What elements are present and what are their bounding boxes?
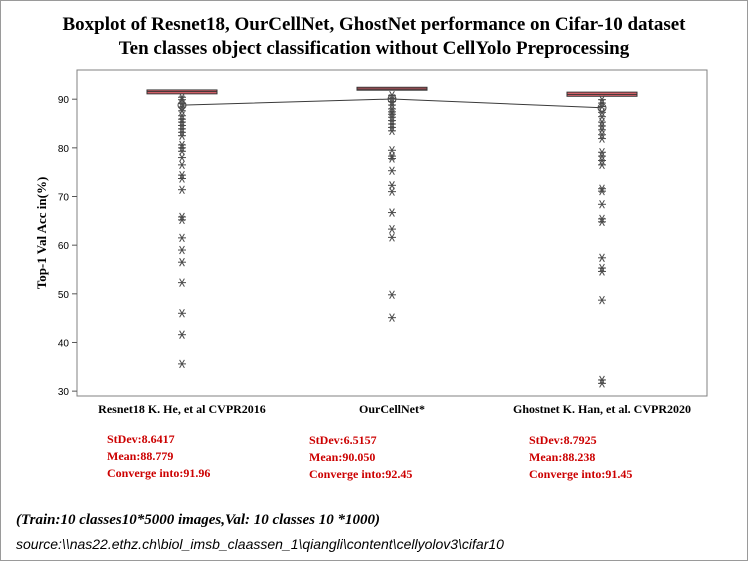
outlier-point <box>598 134 606 143</box>
x-tick-label: Resnet18 K. He, et al CVPR2016 <box>98 402 266 416</box>
outlier-point <box>178 128 186 137</box>
outlier-point <box>388 181 396 190</box>
y-tick-label: 60 <box>58 241 70 252</box>
plot-area <box>76 69 708 397</box>
y-axis-label: Top-1 Val Acc in(%) <box>34 177 49 290</box>
outlier-point <box>388 146 396 155</box>
outlier-point <box>178 160 186 170</box>
outlier-point <box>598 156 606 165</box>
outlier-point <box>178 215 186 225</box>
outlier-point <box>388 116 396 125</box>
stdev-label: StDev:8.7925 <box>529 433 597 447</box>
mean-marker <box>177 100 187 110</box>
outlier-point <box>598 108 606 117</box>
outlier-point <box>178 146 186 156</box>
outlier-point <box>598 295 606 305</box>
outlier-point <box>388 112 396 122</box>
outlier-point <box>388 208 396 217</box>
outlier-point <box>388 233 396 242</box>
outlier-point <box>178 99 186 108</box>
outlier-point <box>598 186 606 196</box>
outlier-point <box>598 130 606 139</box>
outlier-point <box>388 290 396 300</box>
outlier-point <box>598 200 606 209</box>
source-path: source:\\nas22.ethz.ch\biol_imsb_claasse… <box>16 536 504 552</box>
converge-label: Converge into:92.45 <box>309 467 413 481</box>
train-note: (Train:10 classes10*5000 images,Val: 10 … <box>16 512 381 528</box>
y-tick-label: 50 <box>58 290 70 301</box>
stdev-label: StDev:6.5157 <box>309 433 377 447</box>
y-tick-label: 90 <box>58 95 70 106</box>
outlier-point <box>178 278 186 287</box>
outlier-point <box>598 160 606 170</box>
outlier-point <box>598 112 606 121</box>
outlier-point <box>388 154 396 163</box>
outlier-point <box>178 309 186 318</box>
chart-title: Boxplot of Resnet18, OurCellNet, GhostNe… <box>62 14 686 35</box>
y-tick-label: 70 <box>58 193 70 204</box>
outlier-point <box>178 330 186 339</box>
outlier-point <box>178 143 186 153</box>
outlier-point <box>388 123 396 132</box>
outlier-point <box>178 174 186 183</box>
y-tick-label: 80 <box>58 144 70 155</box>
outlier-point <box>178 124 186 134</box>
outlier-point <box>598 253 606 263</box>
converge-label: Converge into:91.96 <box>107 466 211 480</box>
outlier-point <box>178 233 186 243</box>
y-tick-label: 30 <box>58 387 70 398</box>
converge-label: Converge into:91.45 <box>529 467 633 481</box>
outlier-point <box>598 121 606 131</box>
outlier-point <box>178 117 186 127</box>
outlier-point <box>178 185 186 194</box>
outlier-point <box>388 93 396 103</box>
stats-ghostnet: StDev:8.7925 Mean:88.238 Converge into:9… <box>529 432 699 483</box>
outlier-point <box>388 97 396 106</box>
outlier-point <box>598 263 606 273</box>
outlier-point <box>178 257 186 267</box>
outlier-point <box>598 217 606 227</box>
outlier-point <box>178 245 186 255</box>
stats-ourcellnet: StDev:6.5157 Mean:90.050 Converge into:9… <box>309 432 479 483</box>
outlier-point <box>598 267 606 276</box>
stdev-label: StDev:8.6417 <box>107 432 175 446</box>
outlier-point <box>388 313 396 322</box>
x-tick-label: OurCellNet* <box>359 402 425 416</box>
outlier-point <box>178 131 186 140</box>
outlier-point <box>598 379 606 388</box>
mean-label: Mean:90.050 <box>309 450 376 464</box>
outlier-point <box>178 153 186 162</box>
mean-label: Mean:88.238 <box>529 450 596 464</box>
outlier-point <box>388 166 396 175</box>
outlier-point <box>178 359 186 369</box>
mean-label: Mean:88.779 <box>107 449 174 463</box>
outlier-point <box>388 126 396 136</box>
outlier-point <box>598 147 606 157</box>
outlier-point <box>388 187 396 196</box>
y-tick-label: 40 <box>58 338 70 349</box>
outlier-point <box>388 100 396 110</box>
outlier-point <box>178 102 186 112</box>
outlier-point <box>388 224 396 234</box>
outlier-point <box>598 151 606 161</box>
outlier-point <box>598 375 606 385</box>
outlier-point <box>388 119 396 129</box>
outlier-point <box>598 98 606 108</box>
outlier-point <box>598 125 606 135</box>
outlier-point <box>598 117 606 127</box>
outlier-point <box>178 170 186 180</box>
x-tick-label: Ghostnet K. Han, et al. CVPR2020 <box>513 402 691 416</box>
outlier-point <box>178 121 186 130</box>
chart-subtitle: Ten classes object classification withou… <box>118 38 630 59</box>
stats-resnet18: StDev:8.6417 Mean:88.779 Converge into:9… <box>107 431 277 482</box>
outlier-point <box>178 111 186 120</box>
outlier-point <box>598 95 606 104</box>
outlier-point <box>178 95 186 104</box>
